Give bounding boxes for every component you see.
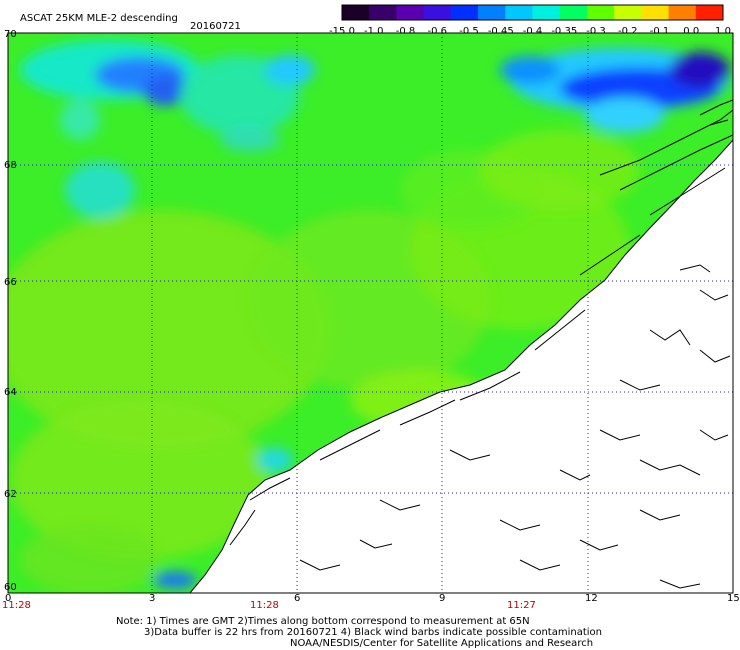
color-scale-label: -15.0 (329, 26, 355, 37)
time-label: 11:27 (507, 600, 536, 611)
lon-label: 6 (294, 593, 300, 604)
lat-label: 64 (4, 387, 17, 398)
color-scale-label: -0.1 (650, 26, 670, 37)
color-scale-label: 0.0 (683, 26, 699, 37)
color-scale-frame (341, 4, 724, 21)
wind-field-shading (8, 40, 730, 593)
color-scale-swatch (396, 5, 425, 20)
color-scale-bar (341, 4, 724, 21)
color-scale-swatch (559, 5, 588, 20)
color-scale-swatch (478, 5, 506, 20)
color-scale-swatch (423, 5, 452, 20)
color-scale-swatch (505, 5, 533, 20)
color-scale-label: -0.45 (488, 26, 514, 37)
note-line-3: NOAA/NESDIS/Center for Satellite Applica… (290, 638, 594, 649)
color-scale-swatch (369, 5, 397, 20)
time-label: 11:28 (250, 600, 279, 611)
color-scale-label: -0.2 (618, 26, 638, 37)
lat-label: 62 (4, 489, 17, 500)
color-scale-label: -1.0 (364, 26, 384, 37)
color-scale-label: -0.4 (523, 26, 543, 37)
date-label: 20160721 (190, 21, 241, 32)
color-scale-swatch (450, 5, 479, 20)
lat-label: 70 (4, 29, 17, 40)
product-title: ASCAT 25KM MLE-2 descending (20, 13, 178, 24)
lat-label: 68 (4, 160, 17, 171)
color-scale-swatch (641, 5, 670, 20)
lon-label: 9 (439, 593, 445, 604)
inland-outlines (299, 264, 731, 589)
lon-label: 15 (727, 593, 740, 604)
map-frame (7, 32, 734, 594)
lon-label: 12 (585, 593, 598, 604)
note-line-1: Note: 1) Times are GMT 2)Times along bot… (116, 616, 530, 627)
color-scale-swatch (668, 5, 697, 20)
color-scale-label: -0.35 (551, 26, 577, 37)
time-label: 11:28 (2, 600, 31, 611)
color-scale-label: 1.0 (715, 26, 731, 37)
color-scale-swatch (532, 5, 561, 20)
note-line-2: 3)Data buffer is 22 hrs from 20160721 4)… (144, 627, 602, 638)
coastal-islands (229, 99, 733, 546)
color-scale-label: -0.6 (427, 26, 447, 37)
color-scale-swatch (614, 5, 642, 20)
lat-label: 66 (4, 277, 17, 288)
lon-label: 3 (149, 593, 155, 604)
color-scale-label: -0.8 (396, 26, 416, 37)
lat-label: 60 (4, 582, 17, 593)
color-scale-labels: -15.0 -1.0 -0.8 -0.6 -0.5 -0.45 -0.4 -0.35 -0.3 -… (329, 26, 731, 37)
land-mass (189, 139, 733, 593)
color-scale-swatch (342, 5, 370, 20)
color-scale-swatch (695, 5, 724, 20)
lat-lon-grid (8, 33, 733, 593)
wind-field-map (8, 33, 733, 593)
color-scale-label: -0.5 (459, 26, 479, 37)
lon-label: 0 (5, 593, 11, 604)
color-scale-label: -0.3 (586, 26, 606, 37)
color-scale-swatch (586, 5, 615, 20)
